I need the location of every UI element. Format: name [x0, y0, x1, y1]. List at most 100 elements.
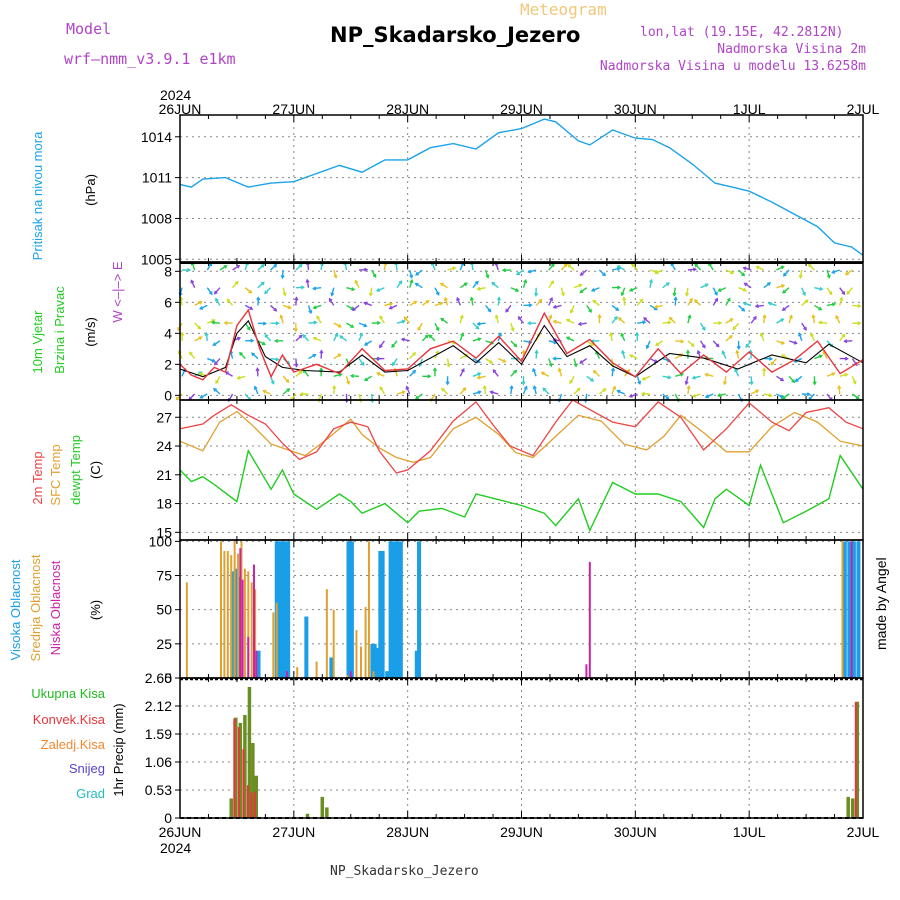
wind-arrow	[839, 297, 843, 306]
wind-arrow	[532, 368, 537, 377]
wind-arrow	[611, 304, 619, 311]
wind-arrow	[618, 317, 626, 324]
wind-arrow-head	[400, 337, 405, 342]
wind-arrow	[776, 318, 784, 324]
wind-arrow	[655, 269, 663, 274]
wind-arrow	[358, 358, 365, 366]
cloud-bar	[349, 541, 354, 678]
wind-arrow-head	[354, 279, 359, 284]
wind-arrow-head	[687, 314, 692, 319]
wind-arrow	[358, 322, 367, 327]
wind-arrow	[738, 304, 745, 312]
wind-arrow	[826, 372, 835, 377]
wind-arrow-head	[569, 380, 573, 385]
wind-arrow-head	[685, 349, 690, 354]
wind-arrow-head	[588, 308, 592, 313]
wind-arrow-head	[405, 385, 410, 390]
watermark: made by Angel	[873, 557, 889, 650]
wind-arrow	[586, 305, 592, 313]
wind-arrow-head	[732, 326, 737, 331]
wind-arrow	[472, 322, 480, 330]
wind-arrow-head	[264, 290, 268, 295]
wind-arrow	[517, 316, 525, 324]
wind-arrow	[646, 340, 651, 349]
precip-bar	[234, 717, 238, 818]
wind-arrow	[725, 298, 731, 306]
wind-arrow-head	[372, 273, 377, 279]
wind-arrow	[189, 351, 196, 360]
wind-arrow	[738, 287, 747, 292]
wind-arrow-head	[768, 393, 773, 398]
wind-arrow-head	[260, 263, 265, 268]
wind-arrow-head	[264, 333, 269, 338]
cloud-bar	[219, 541, 222, 678]
wind-arrow-head	[635, 331, 640, 336]
wind-arrow	[768, 302, 777, 307]
wind-arrow	[257, 322, 266, 325]
wind-arrow	[225, 371, 233, 377]
precip-legend-item: Ukupna Kisa	[31, 686, 105, 701]
cloud-low-side-label: Niska Oblacnost	[48, 560, 63, 655]
wind-arrow	[662, 321, 671, 324]
cloud-bar	[272, 612, 275, 678]
wind-arrow	[643, 317, 651, 324]
precip-bar	[251, 742, 255, 818]
cloud-bar	[237, 553, 240, 678]
wind-arrow-head	[305, 278, 310, 283]
wind-arrow	[781, 354, 790, 360]
wind-arrow-head	[752, 315, 757, 320]
wind-arrow	[396, 320, 405, 324]
wind-arrow	[295, 358, 298, 367]
cloud-bar	[851, 541, 856, 678]
cloud-bar	[346, 675, 349, 678]
wind-arrow-head	[567, 263, 572, 268]
wind-arrow	[346, 287, 355, 291]
wind-arrow-head	[542, 387, 547, 392]
wind-arrow-head	[363, 301, 368, 306]
wind-arrow-head	[810, 332, 814, 337]
wind-arrow-head	[643, 317, 648, 321]
wind-arrow	[485, 304, 492, 313]
wind-arrow-head	[655, 342, 660, 347]
wind-arrow	[560, 263, 568, 271]
wind-arrow	[307, 305, 312, 314]
wind-arrow-head	[701, 326, 706, 331]
wind-arrow	[444, 297, 449, 306]
wind-arrow	[363, 302, 372, 307]
wind-arrow-head	[523, 385, 528, 390]
bottom-date-axis: 26JUN 27JUN 28JUN 29JUN 30JUN 1JUL 2JUL	[159, 824, 880, 840]
wind-arrow	[391, 340, 398, 348]
wind-arrow-head	[363, 377, 368, 381]
wind-arrow-head	[590, 288, 596, 292]
wind-arrow	[194, 336, 203, 342]
wind-arrow	[282, 388, 290, 395]
coords-label: lon,lat (19.15E, 42.2812N)	[640, 25, 844, 40]
wind-arrow	[306, 279, 310, 288]
y-tick-label: 1.06	[145, 754, 172, 770]
wind-arrow-head	[640, 391, 645, 396]
wind-arrow-head	[806, 392, 811, 397]
cloud-bar	[247, 637, 250, 678]
wind-arrow-head	[729, 318, 734, 322]
wind-arrow-head	[579, 360, 584, 364]
wind-arrow	[328, 298, 335, 306]
cloud-bar	[417, 541, 422, 678]
wind-arrow	[814, 354, 823, 360]
wind-arrow-head	[379, 386, 384, 391]
model-name: wrf–nmm_v3.9.1 e1km	[64, 50, 236, 68]
wind-arrow	[621, 287, 626, 296]
wind-arrow-head	[629, 354, 634, 358]
wind-unit: (m/s)	[83, 317, 98, 347]
cloud-bar	[255, 650, 258, 678]
y-tick-label: 2.65	[145, 670, 172, 686]
wind-arrow-head	[270, 380, 275, 385]
wind-arrow-head	[742, 266, 747, 271]
dew-side-label: dewpt Temp	[68, 435, 83, 505]
wind-arrow	[282, 375, 290, 383]
panels: 1005100810111014024681518212427025507510…	[141, 114, 864, 826]
wind-arrow	[491, 281, 499, 289]
wind-arrow	[687, 298, 693, 306]
wind-arrow-head	[417, 327, 422, 331]
wind-arrow-head	[286, 388, 291, 393]
wind-arrow-head	[780, 340, 786, 345]
